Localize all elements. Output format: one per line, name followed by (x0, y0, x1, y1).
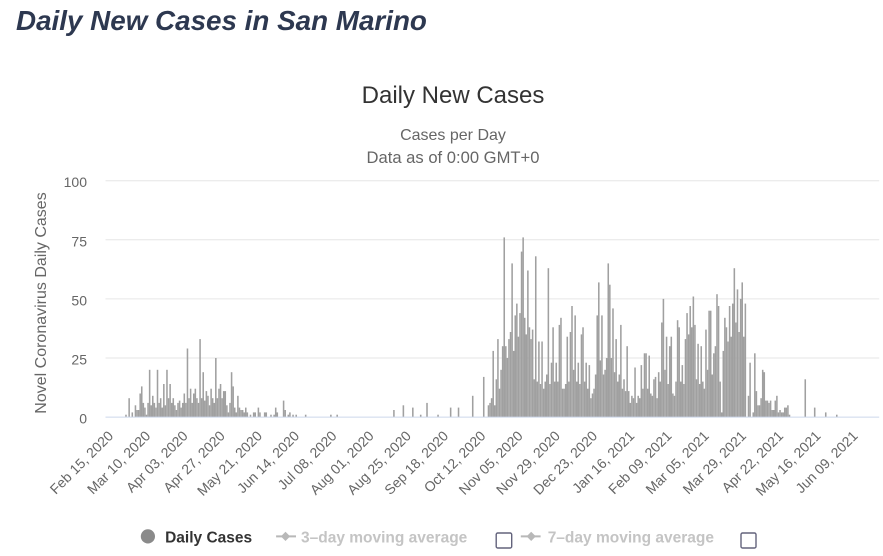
svg-text:25: 25 (71, 352, 87, 368)
svg-text:3–day moving average: 3–day moving average (301, 529, 468, 546)
svg-text:Cases per Day: Cases per Day (400, 127, 506, 144)
svg-text:Data as of 0:00 GMT+0: Data as of 0:00 GMT+0 (367, 148, 540, 167)
svg-text:0: 0 (79, 411, 87, 427)
svg-text:Daily New Cases: Daily New Cases (362, 82, 545, 109)
svg-text:7–day moving average: 7–day moving average (548, 529, 715, 546)
svg-text:Novel Coronavirus Daily Cases: Novel Coronavirus Daily Cases (33, 192, 50, 413)
svg-text:100: 100 (64, 174, 88, 190)
svg-text:75: 75 (71, 233, 87, 249)
svg-text:50: 50 (71, 292, 87, 308)
svg-text:Daily New Cases in San Marino: Daily New Cases in San Marino (16, 5, 427, 36)
svg-text:Daily Cases: Daily Cases (165, 529, 252, 546)
